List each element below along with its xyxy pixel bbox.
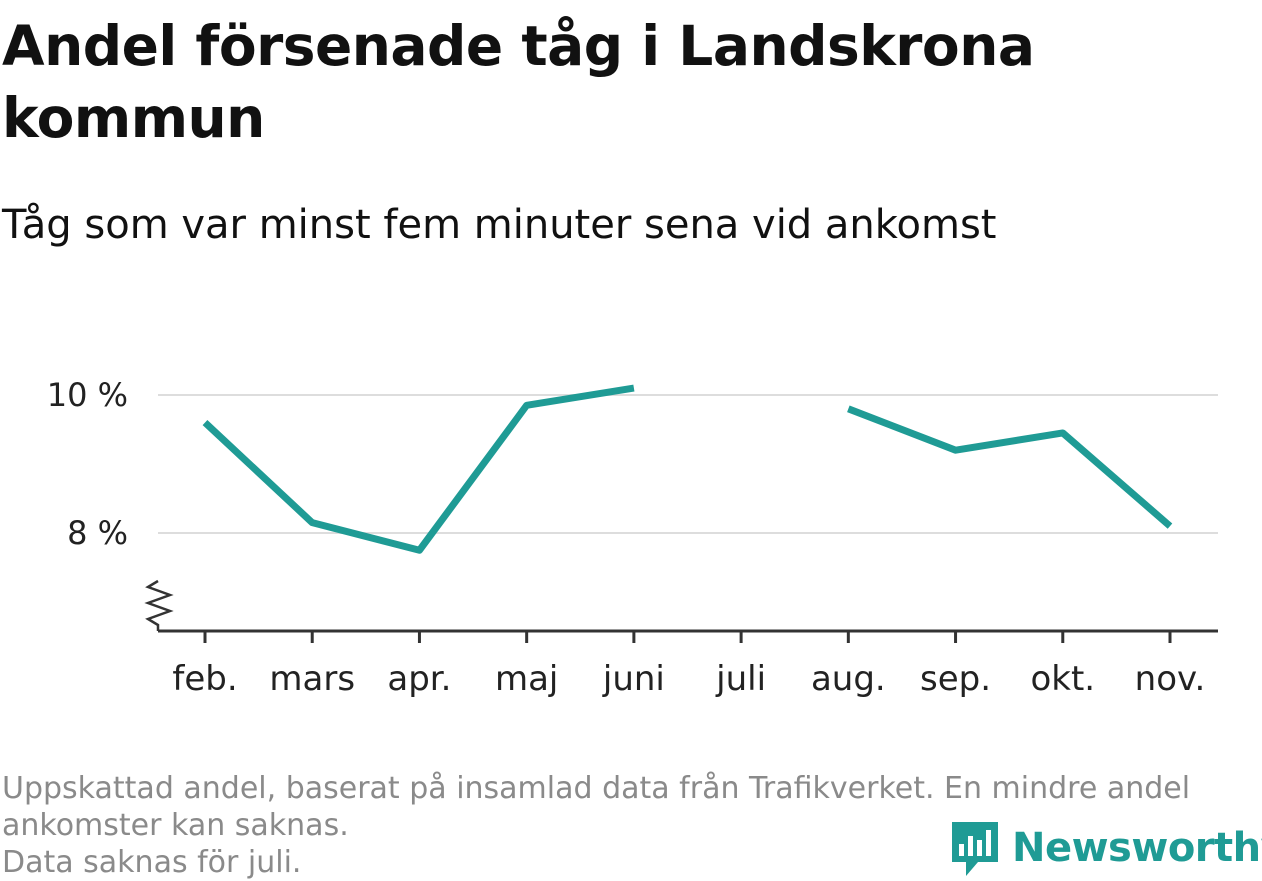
series-line bbox=[847, 405, 1173, 529]
x-tick-label: maj bbox=[495, 659, 558, 699]
newsworthy-logo: Newsworthy bbox=[950, 818, 1262, 878]
newsworthy-logo-text: Newsworthy bbox=[1012, 825, 1262, 871]
newsworthy-logo-icon bbox=[952, 822, 998, 876]
x-tick-label: feb. bbox=[172, 659, 237, 699]
x-tick-label: juli bbox=[715, 659, 766, 699]
y-tick-label: 8 % bbox=[67, 514, 128, 552]
footer-line-2: Data saknas för juli. bbox=[2, 845, 302, 880]
x-tick-label: sep. bbox=[920, 659, 991, 699]
line-chart: 8 % 10 % feb. mars apr. maj juni juli aug. sep. ok… bbox=[47, 376, 1218, 699]
chart-subtitle: Tåg som var minst fem minuter sena vid a… bbox=[2, 202, 997, 248]
axis-break-mark bbox=[144, 579, 174, 631]
x-tick-label: mars bbox=[269, 659, 355, 699]
x-tick-label: juni bbox=[602, 659, 665, 699]
chart-title: Andel försenade tåg i Landskrona kommun bbox=[2, 14, 1035, 150]
x-tick-label: nov. bbox=[1135, 659, 1206, 699]
x-tick-label: aug. bbox=[811, 659, 886, 699]
y-tick-label: 10 % bbox=[47, 376, 128, 414]
x-tick-label: apr. bbox=[387, 659, 451, 699]
footer-line-1: Uppskattad andel, baserat på insamlad da… bbox=[2, 771, 1191, 843]
series-line bbox=[202, 384, 635, 554]
footer-note: Uppskattad andel, baserat på insamlad da… bbox=[2, 770, 1252, 881]
x-tick-label: okt. bbox=[1030, 659, 1095, 699]
